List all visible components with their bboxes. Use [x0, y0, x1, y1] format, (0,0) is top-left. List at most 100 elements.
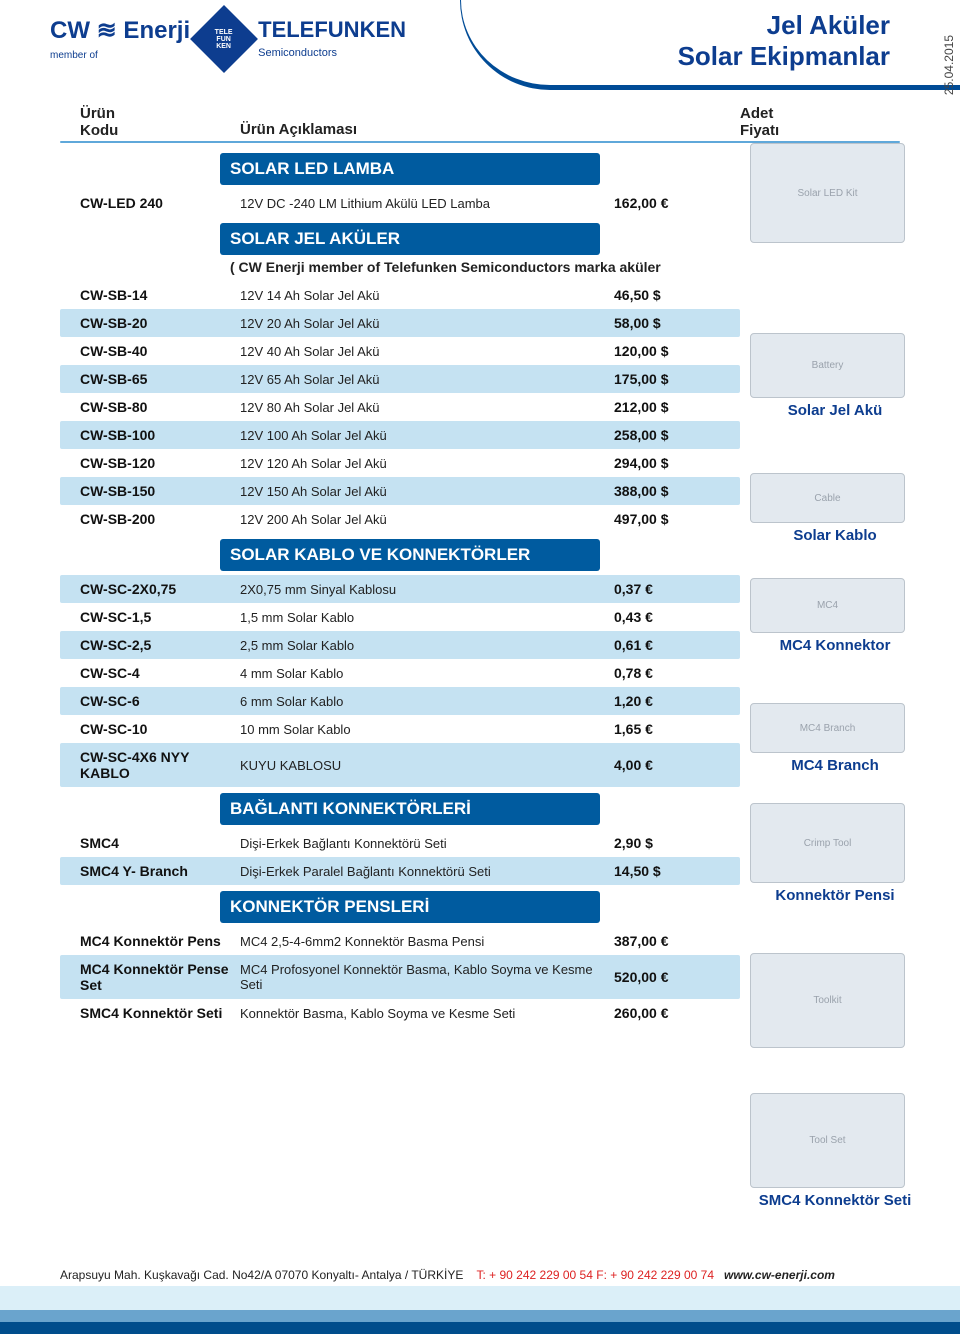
product-price: 294,00 $: [614, 455, 734, 471]
table-row: CW-SB-20012V 200 Ah Solar Jel Akü497,00 …: [60, 505, 740, 533]
product-code: MC4 Konnektör Pense Set: [80, 961, 240, 993]
product-rows: MC4 Konnektör PensMC4 2,5-4-6mm2 Konnekt…: [60, 927, 740, 1027]
table-row: MC4 Konnektör Pense SetMC4 Profosyonel K…: [60, 955, 740, 999]
logo-diamond-text: TELE FUN KEN: [215, 28, 233, 49]
product-code: CW-SC-4X6 NYY KABLO: [80, 749, 240, 781]
sidebar-label: MC4 Branch: [750, 757, 920, 774]
header-title-1: Solar Ekipmanlar: [678, 41, 890, 72]
section-header: SOLAR KABLO VE KONNEKTÖRLER: [220, 539, 600, 571]
table-row: SMC4 Konnektör SetiKonnektör Basma, Kabl…: [60, 999, 740, 1027]
sidebar-block: Toolkit: [750, 953, 920, 1048]
main-column: SOLAR LED LAMBA CW-LED 24012V DC -240 LM …: [60, 153, 740, 1027]
product-description: 12V 40 Ah Solar Jel Akü: [240, 344, 614, 359]
table-row: CW-SB-2012V 20 Ah Solar Jel Akü58,00 $: [60, 309, 740, 337]
product-price: 258,00 $: [614, 427, 734, 443]
table-row: CW-SC-1010 mm Solar Kablo1,65 €: [60, 715, 740, 743]
product-code: CW-SB-40: [80, 343, 240, 359]
column-headers: Ürün Kodu Ürün Açıklaması Adet Fiyatı: [0, 100, 960, 141]
product-code: CW-SC-6: [80, 693, 240, 709]
product-description: 12V 20 Ah Solar Jel Akü: [240, 316, 614, 331]
col-price-l1: Adet: [740, 105, 900, 122]
table-row: CW-LED 24012V DC -240 LM Lithium Akülü L…: [60, 189, 740, 217]
product-rows: CW-LED 24012V DC -240 LM Lithium Akülü L…: [60, 189, 740, 217]
product-price: 0,37 €: [614, 581, 734, 597]
product-rows: SMC4Dişi-Erkek Bağlantı Konnektörü Seti2…: [60, 829, 740, 885]
product-code: CW-SB-150: [80, 483, 240, 499]
footer-fax-label: F:: [596, 1268, 610, 1282]
table-row: CW-SB-15012V 150 Ah Solar Jel Akü388,00 …: [60, 477, 740, 505]
section-header: BAĞLANTI KONNEKTÖRLERİ: [220, 793, 600, 825]
sidebar-label: MC4 Konnektor: [750, 637, 920, 654]
product-price: 46,50 $: [614, 287, 734, 303]
product-image-placeholder: Cable: [750, 473, 905, 523]
product-price: 260,00 €: [614, 1005, 734, 1021]
footer-phone: + 90 242 229 00 54: [489, 1268, 593, 1282]
table-row: CW-SC-2X0,752X0,75 mm Sinyal Kablosu0,37…: [60, 575, 740, 603]
table-row: SMC4Dişi-Erkek Bağlantı Konnektörü Seti2…: [60, 829, 740, 857]
product-code: MC4 Konnektör Pens: [80, 933, 240, 949]
sidebar-label: Konnektör Pensi: [750, 887, 920, 904]
product-description: 12V 80 Ah Solar Jel Akü: [240, 400, 614, 415]
table-row: CW-SB-6512V 65 Ah Solar Jel Akü175,00 $: [60, 365, 740, 393]
footer-bar: [0, 1286, 960, 1298]
table-row: CW-SB-1412V 14 Ah Solar Jel Akü46,50 $: [60, 281, 740, 309]
product-image-placeholder: Crimp Tool: [750, 803, 905, 883]
product-code: SMC4: [80, 835, 240, 851]
sidebar-block: MC4 Branch MC4 Branch: [750, 703, 920, 774]
footer-bar: [0, 1298, 960, 1310]
footer-web: www.cw-enerji.com: [724, 1268, 835, 1282]
page-footer: Arapsuyu Mah. Kuşkavağı Cad. No42/A 0707…: [0, 1262, 960, 1334]
product-description: 12V 150 Ah Solar Jel Akü: [240, 484, 614, 499]
sidebar-block: Battery Solar Jel Akü: [750, 333, 920, 419]
product-description: Dişi-Erkek Paralel Bağlantı Konnektörü S…: [240, 864, 614, 879]
product-rows: CW-SB-1412V 14 Ah Solar Jel Akü46,50 $CW…: [60, 281, 740, 533]
product-code: CW-SC-2,5: [80, 637, 240, 653]
product-price: 58,00 $: [614, 315, 734, 331]
product-image-placeholder: MC4 Branch: [750, 703, 905, 753]
footer-fax: + 90 242 229 00 74: [610, 1268, 714, 1282]
product-price: 388,00 $: [614, 483, 734, 499]
sidebar-block: Crimp Tool Konnektör Pensi: [750, 803, 920, 904]
product-price: 2,90 $: [614, 835, 734, 851]
footer-bar: [0, 1310, 960, 1322]
logo-telefunken: TELEFUNKEN Semiconductors: [258, 17, 406, 61]
section-header: SOLAR JEL AKÜLER: [220, 223, 600, 255]
table-row: CW-SB-10012V 100 Ah Solar Jel Akü258,00 …: [60, 421, 740, 449]
section-header: SOLAR LED LAMBA: [220, 153, 600, 185]
logo-cw-sub: member of: [50, 50, 98, 61]
product-code: CW-SB-20: [80, 315, 240, 331]
product-price: 14,50 $: [614, 863, 734, 879]
product-price: 1,65 €: [614, 721, 734, 737]
product-code: CW-SB-100: [80, 427, 240, 443]
page-header: CW ≋ Enerji member of TELE FUN KEN TELEF…: [0, 0, 960, 100]
section-subtitle: ( CW Enerji member of Telefunken Semicon…: [230, 259, 740, 275]
content-area: SOLAR LED LAMBA CW-LED 24012V DC -240 LM …: [0, 143, 960, 1027]
col-price-header: Adet Fiyatı: [740, 105, 900, 139]
product-code: CW-SC-4: [80, 665, 240, 681]
product-price: 387,00 €: [614, 933, 734, 949]
table-row: CW-SC-44 mm Solar Kablo0,78 €: [60, 659, 740, 687]
page: CW ≋ Enerji member of TELE FUN KEN TELEF…: [0, 0, 960, 1334]
product-description: Dişi-Erkek Bağlantı Konnektörü Seti: [240, 836, 614, 851]
product-code: CW-SB-65: [80, 371, 240, 387]
table-row: CW-SB-4012V 40 Ah Solar Jel Akü120,00 $: [60, 337, 740, 365]
col-code-l1: Ürün: [80, 105, 240, 122]
col-code-header: Ürün Kodu: [80, 105, 240, 139]
product-price: 0,43 €: [614, 609, 734, 625]
table-row: CW-SB-12012V 120 Ah Solar Jel Akü294,00 …: [60, 449, 740, 477]
product-image-placeholder: Battery: [750, 333, 905, 398]
product-price: 0,61 €: [614, 637, 734, 653]
logo-cw-text: CW ≋ Enerji: [50, 16, 190, 45]
product-code: SMC4 Konnektör Seti: [80, 1005, 240, 1021]
header-title-0: Jel Aküler: [678, 10, 890, 41]
footer-address: Arapsuyu Mah. Kuşkavağı Cad. No42/A 0707…: [60, 1268, 463, 1282]
product-code: CW-SB-200: [80, 511, 240, 527]
product-price: 497,00 $: [614, 511, 734, 527]
footer-bars: [0, 1286, 960, 1334]
product-code: CW-SB-80: [80, 399, 240, 415]
product-image-placeholder: Solar LED Kit: [750, 143, 905, 243]
product-description: 2,5 mm Solar Kablo: [240, 638, 614, 653]
sidebar-label: Solar Jel Akü: [750, 402, 920, 419]
table-row: CW-SC-1,51,5 mm Solar Kablo0,43 €: [60, 603, 740, 631]
product-description: 12V 200 Ah Solar Jel Akü: [240, 512, 614, 527]
